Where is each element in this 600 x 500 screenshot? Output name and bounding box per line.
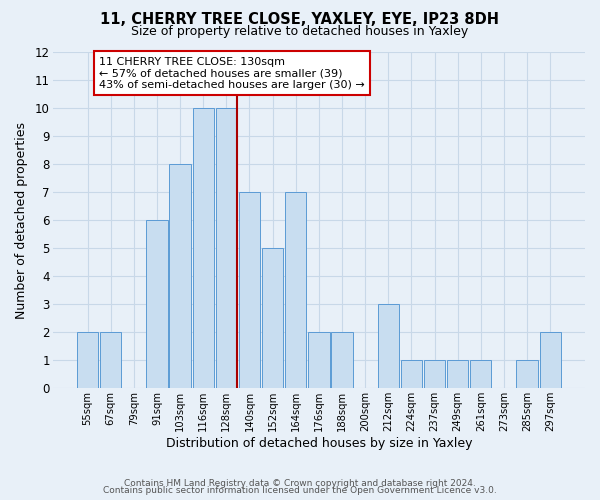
Text: 11 CHERRY TREE CLOSE: 130sqm
← 57% of detached houses are smaller (39)
43% of se: 11 CHERRY TREE CLOSE: 130sqm ← 57% of de… (99, 56, 365, 90)
X-axis label: Distribution of detached houses by size in Yaxley: Distribution of detached houses by size … (166, 437, 472, 450)
Bar (401, 360, 422, 388)
Bar (100, 332, 121, 388)
Text: Size of property relative to detached houses in Yaxley: Size of property relative to detached ho… (131, 25, 469, 38)
Bar (377, 304, 399, 388)
Bar (262, 248, 283, 388)
Bar (308, 332, 329, 388)
Bar (424, 360, 445, 388)
Bar (193, 108, 214, 388)
Text: Contains HM Land Registry data © Crown copyright and database right 2024.: Contains HM Land Registry data © Crown c… (124, 478, 476, 488)
Bar (77, 332, 98, 388)
Y-axis label: Number of detached properties: Number of detached properties (15, 122, 28, 319)
Bar (470, 360, 491, 388)
Bar (239, 192, 260, 388)
Bar (215, 108, 237, 388)
Text: Contains public sector information licensed under the Open Government Licence v3: Contains public sector information licen… (103, 486, 497, 495)
Bar (169, 164, 191, 388)
Bar (331, 332, 353, 388)
Bar (517, 360, 538, 388)
Text: 11, CHERRY TREE CLOSE, YAXLEY, EYE, IP23 8DH: 11, CHERRY TREE CLOSE, YAXLEY, EYE, IP23… (101, 12, 499, 28)
Bar (447, 360, 468, 388)
Bar (539, 332, 561, 388)
Bar (146, 220, 167, 388)
Bar (285, 192, 307, 388)
